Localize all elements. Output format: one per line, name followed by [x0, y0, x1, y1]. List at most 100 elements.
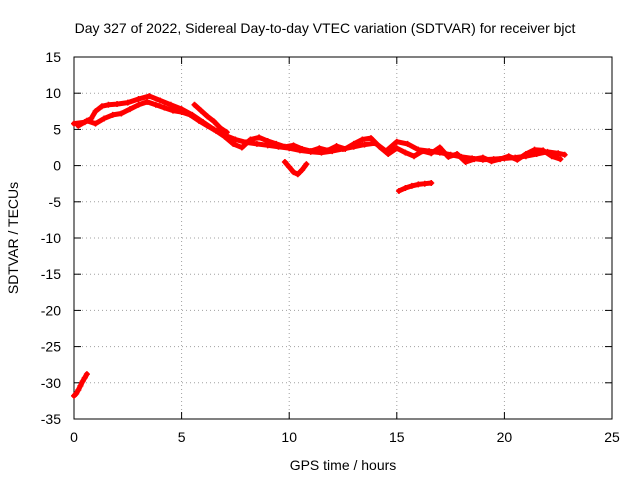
data-point: [421, 180, 428, 187]
y-tick-label: 5: [53, 121, 61, 137]
data-point: [77, 382, 84, 389]
y-tick-label: 10: [45, 85, 61, 101]
data-point: [75, 387, 82, 394]
data-point: [204, 113, 211, 120]
data-point: [290, 169, 297, 176]
data-point: [197, 107, 204, 114]
data-point: [81, 374, 88, 381]
data-point: [505, 153, 512, 160]
data-point: [286, 164, 293, 171]
data-point: [324, 147, 331, 154]
data-point: [316, 145, 323, 152]
data-point: [294, 171, 301, 178]
x-axis-label: GPS time / hours: [290, 457, 397, 473]
data-point: [290, 142, 297, 149]
data-point: [307, 148, 314, 155]
data-point: [415, 181, 422, 188]
data-point: [445, 153, 452, 160]
y-tick-label: 15: [45, 49, 61, 65]
data-point: [71, 120, 77, 127]
data-point: [488, 158, 495, 165]
y-tick-label: -35: [41, 411, 61, 427]
data-point: [436, 144, 443, 151]
data-point: [548, 153, 555, 160]
data-point: [557, 156, 564, 163]
data-point: [497, 156, 504, 163]
data-point: [256, 134, 263, 141]
data-point: [408, 182, 415, 189]
data-point: [555, 150, 562, 157]
data-point: [230, 140, 237, 147]
data-point: [350, 140, 357, 147]
series-loop-6h: [192, 102, 230, 135]
data-point: [223, 129, 230, 136]
data-point: [393, 145, 400, 152]
data-point: [232, 136, 239, 143]
grid-layer: [74, 57, 612, 419]
data-point: [462, 158, 469, 165]
data-point: [299, 145, 306, 152]
data-point: [385, 151, 392, 158]
data-point: [105, 101, 112, 108]
x-tick-label: 10: [281, 429, 297, 445]
data-point: [395, 187, 402, 194]
data-point: [109, 111, 116, 118]
data-layer: [71, 93, 568, 399]
data-point: [522, 151, 529, 158]
data-point: [281, 143, 288, 150]
data-point: [161, 104, 168, 111]
data-point: [118, 110, 125, 117]
data-point: [114, 101, 121, 108]
data-point: [299, 166, 306, 173]
data-point: [101, 115, 108, 122]
data-point: [213, 127, 220, 134]
data-point: [210, 118, 217, 125]
tick-layer: 0 5 10 15 20 25 15 10 5 0 -5 -10 -15 -20 -25 -30 -35: [41, 49, 620, 445]
data-point: [247, 136, 254, 143]
data-point: [92, 108, 99, 115]
data-point: [73, 390, 80, 397]
data-point: [187, 111, 194, 118]
data-point: [376, 143, 383, 150]
y-tick-label: -20: [41, 302, 61, 318]
x-tick-label: 5: [178, 429, 186, 445]
data-point: [221, 133, 228, 140]
data-point: [217, 124, 224, 131]
data-point: [479, 154, 486, 161]
data-point: [157, 97, 164, 104]
data-point: [540, 147, 547, 154]
data-point: [135, 101, 142, 108]
data-point: [146, 93, 153, 100]
data-point: [402, 185, 409, 192]
data-point: [253, 140, 260, 147]
data-point: [404, 140, 411, 147]
data-point: [561, 151, 568, 158]
data-point: [393, 138, 400, 145]
data-point: [92, 120, 99, 127]
data-point: [333, 143, 340, 150]
data-point: [402, 149, 409, 156]
data-point: [195, 117, 202, 124]
x-tick-label: 25: [604, 429, 620, 445]
data-point: [204, 122, 211, 129]
y-axis-label: SDTVAR / TECUs: [5, 182, 21, 294]
data-point: [359, 136, 366, 143]
y-tick-label: -25: [41, 339, 61, 355]
data-point: [428, 179, 435, 186]
data-point: [126, 106, 133, 113]
data-point: [454, 151, 461, 158]
data-point: [152, 101, 159, 108]
data-point: [135, 95, 142, 102]
x-tick-label: 0: [70, 429, 78, 445]
x-tick-label: 15: [389, 429, 405, 445]
y-tick-label: -5: [49, 194, 62, 210]
data-point: [514, 156, 521, 163]
data-point: [428, 150, 435, 157]
data-point: [83, 117, 90, 124]
data-point: [167, 101, 174, 108]
data-point: [531, 146, 538, 153]
data-point: [124, 99, 131, 106]
data-point: [471, 156, 478, 163]
x-tick-label: 20: [497, 429, 513, 445]
